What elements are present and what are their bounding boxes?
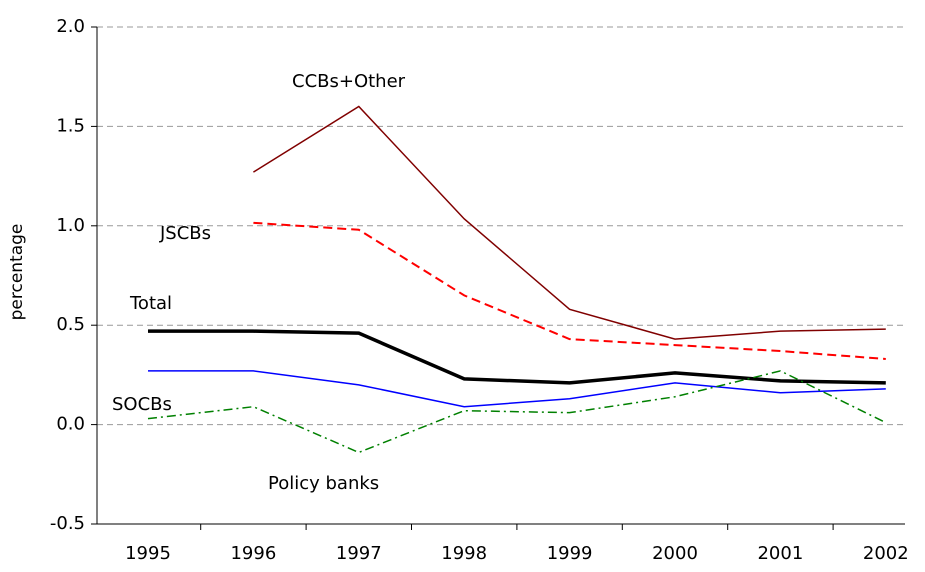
x-tick-label: 2002 <box>863 543 909 564</box>
x-tick-label: 1998 <box>441 543 487 564</box>
x-tick-label: 1999 <box>547 543 593 564</box>
y-tick-label: 2.0 <box>56 16 85 37</box>
x-tick-label: 1997 <box>336 543 382 564</box>
series-label: Policy banks <box>268 473 379 494</box>
y-tick-label: 1.5 <box>56 115 85 136</box>
series-label: Total <box>129 293 172 314</box>
x-tick-label: 2000 <box>652 543 698 564</box>
series-line <box>148 329 886 385</box>
series-line <box>147 370 887 454</box>
series-line <box>253 221 886 360</box>
series-line <box>148 370 886 408</box>
x-tick-label: 1996 <box>230 543 276 564</box>
y-tick-label: 0.5 <box>56 314 85 335</box>
x-tick-label: 1995 <box>125 543 171 564</box>
y-tick-label: 1.0 <box>56 215 85 236</box>
y-axis-label: percentage <box>7 224 27 321</box>
y-tick-label: -0.5 <box>50 513 85 534</box>
series-line <box>253 105 886 340</box>
y-tick-label: 0.0 <box>56 414 85 435</box>
x-tick-label: 2001 <box>757 543 803 564</box>
series-label: CCBs+Other <box>292 71 406 92</box>
series-label: SOCBs <box>112 394 172 415</box>
series-label: JSCBs <box>159 223 211 244</box>
